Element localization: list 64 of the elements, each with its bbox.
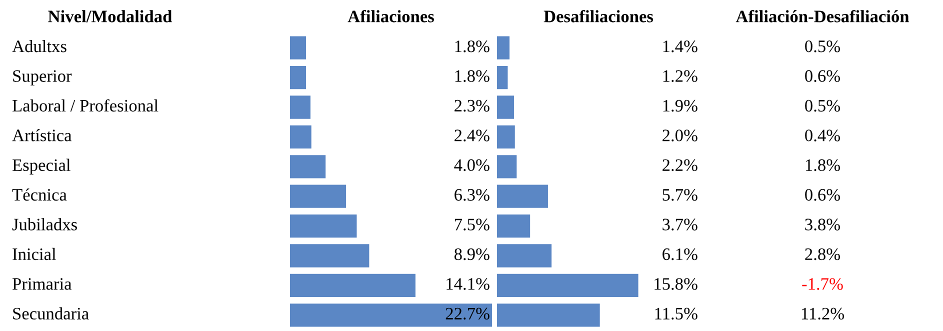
bar	[497, 36, 510, 60]
bar	[497, 244, 552, 268]
category-label: Especial	[12, 158, 70, 175]
data-label: 1.9%	[663, 100, 698, 112]
chart-title: Desafiliaciones	[544, 10, 654, 22]
data-label: 8.9%	[454, 248, 490, 260]
bar	[497, 66, 508, 90]
data-label: 3.7%	[662, 218, 698, 230]
data-label: 4.0%	[454, 159, 490, 172]
bar	[290, 155, 326, 178]
bar	[497, 274, 638, 298]
data-label: 1.8%	[455, 40, 490, 52]
text: -1.7%	[802, 278, 843, 290]
category-label: Adultxs	[12, 40, 66, 52]
text: 3.8%	[805, 218, 840, 230]
data-label: 2.4%	[454, 130, 490, 142]
category-label: Artística	[12, 129, 72, 142]
text: 0.4%	[805, 130, 840, 142]
bar	[497, 214, 530, 238]
data-label: 1.8%	[455, 70, 490, 82]
bar	[290, 244, 370, 268]
text: Afiliación-Desafiliación	[736, 10, 910, 22]
data-label: 6.3%	[454, 188, 490, 201]
data-label: 6.1%	[662, 248, 698, 260]
category-label: Jubiladxs	[12, 218, 77, 230]
data-label: 1.2%	[663, 70, 698, 82]
data-label: 2.2%	[662, 159, 698, 172]
bar	[290, 125, 312, 149]
text: 1.8%	[806, 159, 840, 172]
data-label: 15.8%	[654, 278, 698, 290]
data-label: 7.5%	[454, 218, 490, 230]
bar	[497, 184, 548, 208]
data-label: 2.3%	[454, 100, 490, 112]
bar	[497, 125, 515, 149]
category-label: Laboral / Profesional	[12, 99, 158, 112]
data-label: 14.1%	[446, 278, 490, 290]
text: 11.2%	[802, 308, 844, 320]
bar	[497, 304, 600, 327]
text: 0.5%	[805, 100, 840, 112]
bar	[290, 66, 306, 90]
bar	[290, 96, 310, 119]
bar	[290, 184, 346, 208]
text: 2.8%	[805, 248, 840, 260]
bar	[290, 274, 416, 298]
bar	[497, 96, 514, 119]
category-label: Inicial	[12, 248, 56, 260]
y-axis-title: Nivel/Modalidad	[48, 10, 172, 22]
data-label: 1.4%	[663, 40, 698, 52]
data-label: 22.7%	[446, 308, 490, 320]
bar	[290, 36, 306, 60]
category-label: Superior	[13, 70, 72, 86]
text: 0.6%	[805, 188, 840, 201]
data-label: 2.0%	[662, 130, 698, 142]
bar	[497, 155, 517, 178]
data-label: 11.5%	[655, 308, 698, 320]
category-label: Técnica	[12, 188, 67, 201]
data-label: 5.7%	[662, 188, 698, 201]
bar	[290, 214, 357, 238]
text: 0.6%	[805, 70, 840, 82]
category-label: Secundaria	[13, 307, 89, 320]
category-label: Primaria	[12, 278, 72, 290]
text: 0.5%	[805, 40, 840, 52]
chart-title: Afiliaciones	[348, 10, 434, 22]
bar	[290, 304, 492, 327]
